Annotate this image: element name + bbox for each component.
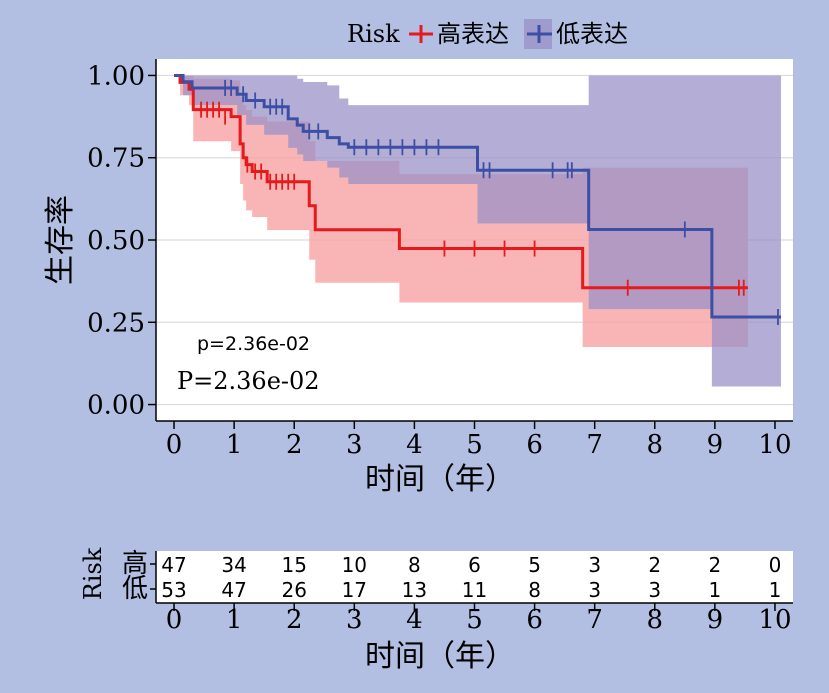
risk-cell-0-4: 8 <box>408 553 421 577</box>
x-axis: 0 1 2 3 4 5 6 7 8 9 10 <box>156 420 793 460</box>
risk-cell-1-7: 3 <box>588 578 601 602</box>
ci-band-series-1 <box>174 75 781 387</box>
x-axis-title: 时间（年） <box>365 462 515 497</box>
risk-table-x-title: 时间（年） <box>365 639 515 674</box>
censor-marks <box>200 79 779 326</box>
risk-x-tick-label-9: 9 <box>707 605 724 635</box>
risk-x-tick-label-7: 7 <box>586 605 603 635</box>
x-tick-label-7: 7 <box>586 430 603 460</box>
legend-title: Risk <box>347 20 400 48</box>
y-tick-label-0: 0.00 <box>87 391 145 421</box>
risk-x-tick-label-8: 8 <box>647 605 664 635</box>
x-tick-label-3: 3 <box>346 430 363 460</box>
legend-label-low: 低表达 <box>556 20 628 48</box>
x-tick-label-2: 2 <box>286 430 303 460</box>
risk-cell-0-7: 3 <box>588 553 601 577</box>
risk-cell-1-5: 11 <box>462 578 487 602</box>
legend: Risk 高表达 低表达 <box>347 19 628 49</box>
x-tick-label-1: 1 <box>226 430 243 460</box>
risk-cell-1-2: 26 <box>281 578 306 602</box>
x-tick-label-4: 4 <box>406 430 423 460</box>
x-tick-label-0: 0 <box>166 430 183 460</box>
risk-cell-1-3: 17 <box>342 578 367 602</box>
risk-x-tick-label-3: 3 <box>346 605 363 635</box>
y-tick-label-4: 1.00 <box>87 61 145 91</box>
risk-cell-0-5: 6 <box>468 553 481 577</box>
risk-x-tick-label-6: 6 <box>526 605 543 635</box>
risk-row-label-1: 低 <box>122 574 148 604</box>
risk-cell-0-8: 2 <box>648 553 661 577</box>
risk-cell-1-6: 8 <box>528 578 541 602</box>
risk-cell-1-4: 13 <box>402 578 427 602</box>
risk-x-tick-label-2: 2 <box>286 605 303 635</box>
risk-cell-0-2: 15 <box>281 553 306 577</box>
risk-table-y-title: Risk <box>79 547 107 600</box>
risk-x-tick-label-1: 1 <box>226 605 243 635</box>
risk-cell-1-1: 47 <box>221 578 246 602</box>
survival-curves <box>174 73 781 319</box>
risk-x-tick-label-10: 10 <box>758 605 791 635</box>
km-curve-series-1 <box>174 73 781 319</box>
risk-table-panel <box>156 551 793 603</box>
risk-table-rows: 高 47 34 15 10 8 6 5 3 2 2 0低 53 47 26 17 13 11 8 3 3 1 1 <box>122 549 781 604</box>
y-axis-title: 生存率 <box>43 195 78 285</box>
risk-x-tick-label-4: 4 <box>406 605 423 635</box>
x-tick-label-5: 5 <box>466 430 483 460</box>
pvalue-annotation-small: p=2.36e-02 <box>197 333 310 355</box>
risk-cell-0-3: 10 <box>342 553 367 577</box>
risk-x-tick-label-5: 5 <box>466 605 483 635</box>
risk-cell-0-9: 2 <box>709 553 722 577</box>
risk-x-tick-label-0: 0 <box>166 605 183 635</box>
y-tick-label-3: 0.75 <box>87 144 145 174</box>
risk-cell-0-10: 0 <box>769 553 782 577</box>
y-tick-label-2: 0.50 <box>87 226 145 256</box>
risk-cell-1-9: 1 <box>709 578 722 602</box>
risk-table-x-axis: 0 1 2 3 4 5 6 7 8 9 10 <box>155 551 793 635</box>
x-tick-label-8: 8 <box>647 430 664 460</box>
risk-cell-0-0: 47 <box>161 553 186 577</box>
risk-cell-1-8: 3 <box>648 578 661 602</box>
risk-cell-0-6: 5 <box>528 553 541 577</box>
x-tick-label-9: 9 <box>707 430 724 460</box>
pvalue-annotation-large: P=2.36e-02 <box>177 367 320 395</box>
legend-label-high: 高表达 <box>437 20 509 48</box>
x-tick-label-10: 10 <box>758 430 791 460</box>
risk-cell-1-10: 1 <box>769 578 782 602</box>
risk-cell-0-1: 34 <box>221 553 246 577</box>
risk-cell-1-0: 53 <box>161 578 186 602</box>
y-axis: 0.00 0.25 0.50 0.75 1.00 <box>87 59 157 421</box>
y-tick-label-1: 0.25 <box>87 308 145 338</box>
risk-row-label-0: 高 <box>122 549 148 579</box>
confidence-bands <box>174 75 781 387</box>
x-tick-label-6: 6 <box>526 430 543 460</box>
